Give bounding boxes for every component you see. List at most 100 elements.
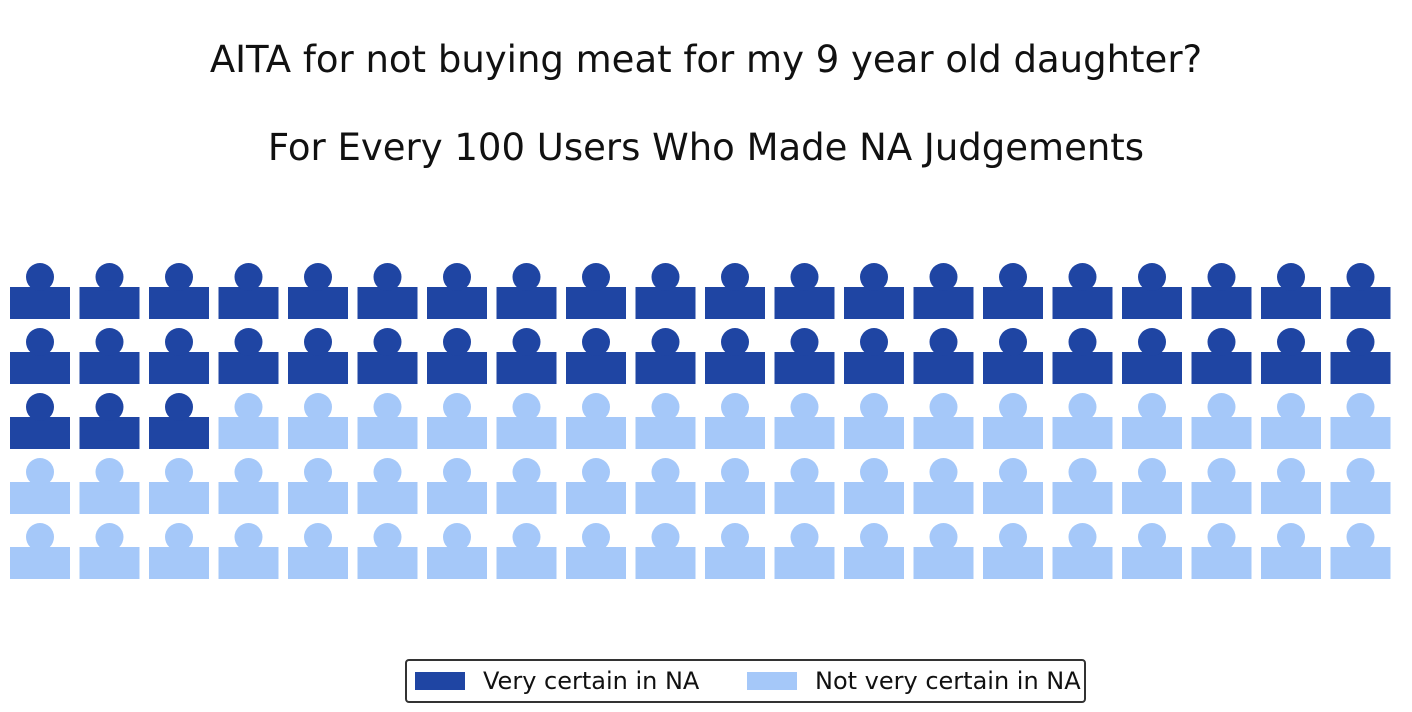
- person-icon: [79, 328, 140, 384]
- person-icon: [79, 523, 140, 579]
- person-icon: [1052, 458, 1113, 514]
- person-icon: [427, 523, 487, 579]
- person-icon: [218, 523, 279, 579]
- person-icon: [1261, 263, 1321, 319]
- person-icon: [913, 393, 974, 449]
- person-icon: [844, 263, 904, 319]
- person-icon: [844, 458, 904, 514]
- person-icon: [705, 458, 765, 514]
- person-icon: [10, 328, 70, 384]
- person-icon: [566, 393, 626, 449]
- person-icon: [1261, 328, 1321, 384]
- person-icon: [1122, 263, 1182, 319]
- person-icon: [1052, 328, 1113, 384]
- person-icon: [705, 393, 765, 449]
- legend-swatch-very-certain: [415, 672, 465, 690]
- person-icon: [1191, 263, 1252, 319]
- person-icon: [1191, 328, 1252, 384]
- person-icon: [1122, 328, 1182, 384]
- person-icon: [79, 458, 140, 514]
- person-icon: [705, 263, 765, 319]
- person-icon: [566, 328, 626, 384]
- person-icon: [496, 523, 557, 579]
- person-icon: [983, 393, 1043, 449]
- person-icon: [844, 393, 904, 449]
- person-icon: [427, 458, 487, 514]
- person-icon: [357, 393, 418, 449]
- person-icon: [149, 328, 209, 384]
- person-icon: [1122, 458, 1182, 514]
- person-icon: [288, 263, 348, 319]
- chart-title: AITA for not buying meat for my 9 year o…: [209, 38, 1203, 81]
- person-icon: [79, 263, 140, 319]
- person-icon: [566, 263, 626, 319]
- person-icon: [1052, 263, 1113, 319]
- person-icon: [218, 328, 279, 384]
- person-icon: [496, 263, 557, 319]
- person-icon: [1261, 458, 1321, 514]
- person-icon: [774, 263, 835, 319]
- person-icon: [1330, 263, 1391, 319]
- legend-swatch-not-very-certain: [747, 672, 797, 690]
- person-icon: [357, 523, 418, 579]
- person-icon: [1122, 393, 1182, 449]
- person-icon: [635, 393, 696, 449]
- person-icon: [635, 328, 696, 384]
- person-icon: [566, 523, 626, 579]
- person-icon: [427, 263, 487, 319]
- legend-label-very-certain: Very certain in NA: [483, 667, 700, 695]
- person-icon: [288, 458, 348, 514]
- legend: Very certain in NA Not very certain in N…: [405, 659, 1086, 703]
- person-icon: [288, 393, 348, 449]
- legend-item-very-certain: Very certain in NA: [415, 661, 699, 701]
- person-icon: [774, 393, 835, 449]
- person-icon: [1330, 523, 1391, 579]
- person-icon: [218, 393, 279, 449]
- person-icon: [705, 523, 765, 579]
- person-icon: [635, 458, 696, 514]
- person-icon: [149, 263, 209, 319]
- person-icon: [983, 523, 1043, 579]
- person-icon: [774, 458, 835, 514]
- person-icon: [635, 263, 696, 319]
- person-icon: [79, 393, 140, 449]
- person-icon: [566, 458, 626, 514]
- person-icon: [635, 523, 696, 579]
- person-icon: [1261, 393, 1321, 449]
- person-icon: [1261, 523, 1321, 579]
- person-icon: [774, 523, 835, 579]
- person-icon: [427, 328, 487, 384]
- legend-label-not-very-certain: Not very certain in NA: [815, 667, 1081, 695]
- person-icon: [1330, 328, 1391, 384]
- person-icon: [983, 458, 1043, 514]
- person-icon: [844, 523, 904, 579]
- person-icon: [10, 458, 70, 514]
- person-icon: [496, 328, 557, 384]
- legend-item-not-very-certain: Not very certain in NA: [747, 661, 1081, 701]
- person-icon: [1191, 523, 1252, 579]
- person-icon: [1052, 523, 1113, 579]
- person-icon: [774, 328, 835, 384]
- person-icon: [218, 458, 279, 514]
- person-icon: [10, 523, 70, 579]
- person-icon: [218, 263, 279, 319]
- person-icon: [288, 328, 348, 384]
- person-icon: [496, 393, 557, 449]
- person-icon: [1330, 393, 1391, 449]
- person-icon: [913, 263, 974, 319]
- person-icon: [1191, 458, 1252, 514]
- person-icon: [496, 458, 557, 514]
- person-icon: [1122, 523, 1182, 579]
- person-icon: [913, 523, 974, 579]
- person-icon: [913, 458, 974, 514]
- person-icon: [149, 523, 209, 579]
- person-icon: [1330, 458, 1391, 514]
- person-icon: [10, 393, 70, 449]
- person-icon: [983, 328, 1043, 384]
- person-icon: [1052, 393, 1113, 449]
- person-icon: [844, 328, 904, 384]
- person-icon: [357, 458, 418, 514]
- person-icon: [357, 263, 418, 319]
- person-icon: [913, 328, 974, 384]
